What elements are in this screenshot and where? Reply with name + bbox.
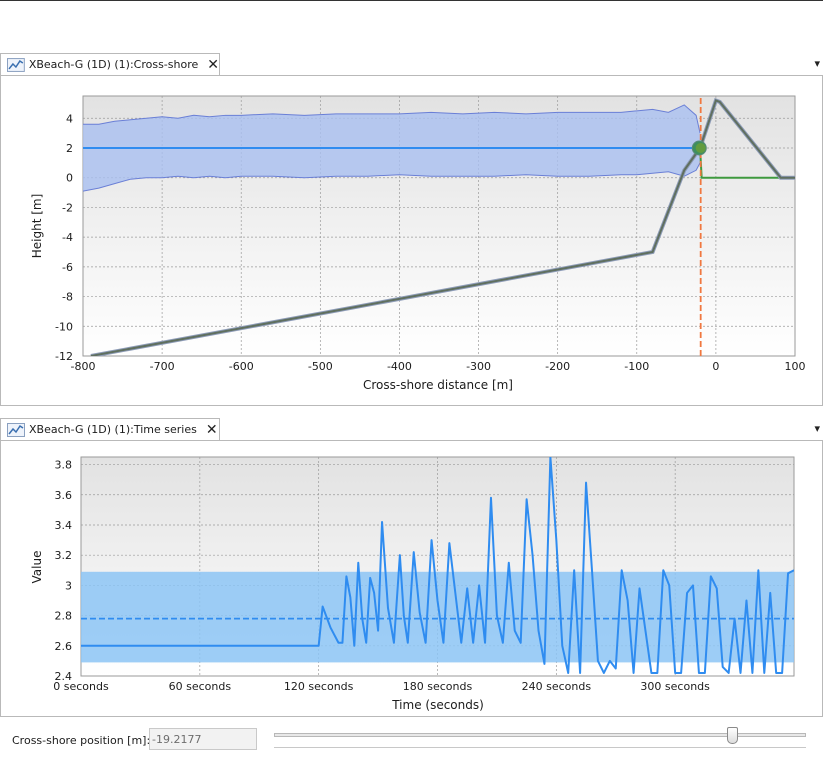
x-tick-label: 300 seconds — [640, 680, 710, 693]
x-axis-label: Cross-shore distance [m] — [363, 378, 513, 392]
x-tick-label: 0 — [712, 360, 719, 373]
chart-icon — [7, 422, 25, 437]
slider-tick-line — [274, 747, 806, 748]
time-series-chart[interactable]: 0 seconds 60 seconds 120 seconds 180 second… — [1, 441, 822, 716]
cross-shore-tabbar: XBeach-G (1D) (1):Cross-shore ✕ ▾ — [0, 53, 823, 75]
x-tick-label: -500 — [308, 360, 333, 373]
y-tick-label: 2.4 — [55, 670, 73, 683]
cross-shore-position-label: Cross-shore position [m]: — [12, 734, 151, 747]
y-tick-label: 3.4 — [55, 519, 73, 532]
y-tick-label: -2 — [62, 201, 73, 214]
x-tick-label: 0 seconds — [53, 680, 109, 693]
envelope-upper-line — [83, 104, 701, 134]
x-tick-label: 180 seconds — [403, 680, 473, 693]
bed-profile-line — [90, 99, 795, 356]
chevron-down-icon[interactable]: ▾ — [814, 422, 820, 435]
y-tick-label: 3.2 — [55, 549, 73, 562]
x-tick-label: 240 seconds — [522, 680, 592, 693]
y-tick-label: 3.8 — [55, 459, 73, 472]
position-slider-thumb[interactable] — [726, 727, 738, 744]
x-tick-label: -300 — [466, 360, 491, 373]
x-tick-label: 60 seconds — [169, 680, 232, 693]
position-slider-track[interactable] — [274, 733, 806, 737]
chevron-down-icon[interactable]: ▾ — [814, 57, 820, 70]
y-tick-label: -6 — [62, 261, 73, 274]
time-series-chart-panel: 0 seconds 60 seconds 120 seconds 180 second… — [0, 440, 823, 717]
envelope-lower-line — [83, 162, 701, 192]
x-tick-label: 100 — [785, 360, 806, 373]
x-tick-label: -800 — [71, 360, 96, 373]
x-axis-label: Time (seconds) — [391, 698, 484, 712]
tab-label: XBeach-G (1D) (1):Time series — [29, 423, 197, 436]
selected-point-marker — [695, 143, 706, 153]
x-tick-label: -700 — [150, 360, 175, 373]
y-tick-label: 0 — [66, 172, 73, 185]
x-tick-label: -600 — [229, 360, 254, 373]
position-control-bar — [0, 718, 823, 779]
cross-shore-chart[interactable]: -800 -700 -600 -500 -400 -300 -200 -100 0 100-12-… — [1, 76, 822, 405]
cross-shore-chart-panel: -800 -700 -600 -500 -400 -300 -200 -100 0 100 -12-… — [0, 75, 823, 406]
y-tick-label: -4 — [62, 231, 73, 244]
tab-time-series[interactable]: XBeach-G (1D) (1):Time series ✕ — [0, 418, 220, 440]
close-icon[interactable]: ✕ — [205, 421, 218, 438]
y-tick-label: -10 — [55, 320, 73, 333]
tab-cross-shore[interactable]: XBeach-G (1D) (1):Cross-shore ✕ — [0, 53, 220, 75]
water-level-series-line — [81, 457, 794, 674]
x-tick-label: 120 seconds — [284, 680, 354, 693]
x-tick-label: -400 — [387, 360, 412, 373]
y-tick-label: -8 — [62, 291, 73, 304]
y-axis-label: Value — [30, 551, 44, 584]
y-tick-label: 2 — [66, 142, 73, 155]
y-tick-label: 2.8 — [55, 610, 73, 623]
cross-shore-position-input[interactable] — [149, 728, 257, 750]
tab-label: XBeach-G (1D) (1):Cross-shore — [28, 58, 199, 71]
y-axis-label: Height [m] — [30, 194, 44, 259]
y-tick-label: 3 — [65, 579, 72, 592]
y-tick-label: 3.6 — [55, 489, 73, 502]
time-series-tabbar: XBeach-G (1D) (1):Time series ✕ ▾ — [0, 418, 823, 440]
y-tick-label: 4 — [66, 112, 73, 125]
close-icon[interactable]: ✕ — [207, 56, 219, 73]
value-range-band — [81, 571, 794, 663]
y-tick-label: -12 — [55, 350, 73, 363]
x-tick-label: -200 — [545, 360, 570, 373]
top-divider — [0, 0, 823, 1]
x-tick-label: -100 — [624, 360, 649, 373]
chart-icon — [7, 57, 25, 72]
y-tick-label: 2.6 — [55, 640, 73, 653]
